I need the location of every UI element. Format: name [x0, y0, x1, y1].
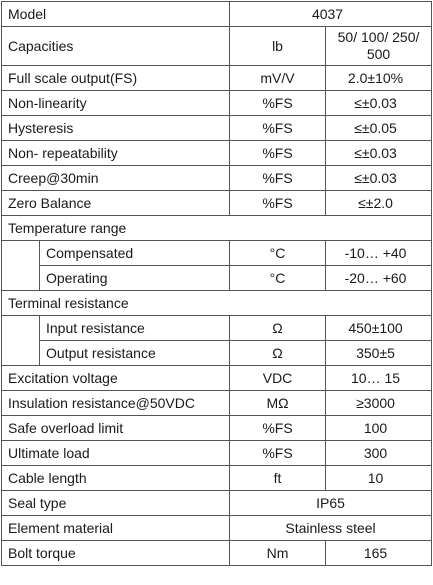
param-value: -10… +40	[325, 240, 433, 266]
spec-table: Model 4037 Capacities lb 50/ 100/ 250/ 5…	[0, 1, 433, 566]
row-non-linearity: Non-linearity %FS ≤±0.03	[0, 90, 433, 116]
param-label: Ultimate load	[0, 440, 231, 466]
param-unit: %FS	[229, 440, 327, 466]
param-value: 165	[325, 540, 433, 566]
param-label: Bolt torque	[0, 540, 231, 566]
param-unit: mV/V	[229, 65, 327, 91]
param-unit: ft	[229, 465, 327, 491]
param-label: Full scale output(FS)	[0, 65, 231, 91]
param-value: Stainless steel	[229, 515, 433, 541]
param-unit: °C	[229, 265, 327, 291]
param-unit: Ω	[229, 340, 327, 366]
param-label: Safe overload limit	[0, 415, 231, 441]
param-value: ≥3000	[325, 390, 433, 416]
param-unit: Nm	[229, 540, 327, 566]
param-unit: %FS	[229, 190, 327, 216]
param-label: Input resistance	[38, 315, 231, 341]
row-hysteresis: Hysteresis %FS ≤±0.05	[0, 115, 433, 141]
row-ultimate-load: Ultimate load %FS 300	[0, 440, 433, 466]
param-unit: %FS	[229, 165, 327, 191]
param-value: 300	[325, 440, 433, 466]
row-creep: Creep@30min %FS ≤±0.03	[0, 165, 433, 191]
param-unit: %FS	[229, 115, 327, 141]
param-value: 4037	[229, 1, 433, 27]
row-terminal-resistance: Terminal resistance	[0, 290, 433, 316]
row-output-resistance: Output resistance Ω 350±5	[2, 340, 433, 366]
row-cable-length: Cable length ft 10	[0, 465, 433, 491]
param-unit: %FS	[229, 90, 327, 116]
param-value: 10	[325, 465, 433, 491]
row-element-material: Element material Stainless steel	[0, 515, 433, 541]
row-model: Model 4037	[0, 1, 433, 27]
param-label: Model	[0, 1, 231, 27]
param-value: ≤±0.03	[325, 90, 433, 116]
indent-spacer	[1, 315, 40, 366]
param-unit: MΩ	[229, 390, 327, 416]
row-insulation-resistance: Insulation resistance@50VDC MΩ ≥3000	[0, 390, 433, 416]
param-label: Excitation voltage	[0, 365, 231, 391]
param-label: Compensated	[38, 240, 231, 266]
param-unit: %FS	[229, 415, 327, 441]
section-header: Temperature range	[0, 215, 433, 241]
row-operating: Operating °C -20… +60	[2, 265, 433, 291]
param-value: ≤±2.0	[325, 190, 433, 216]
param-value: ≤±0.05	[325, 115, 433, 141]
row-seal-type: Seal type IP65	[0, 490, 433, 516]
param-value: 10… 15	[325, 365, 433, 391]
row-zero-balance: Zero Balance %FS ≤±2.0	[0, 190, 433, 216]
row-input-resistance: Input resistance Ω 450±100	[1, 315, 433, 366]
param-label: Seal type	[0, 490, 231, 516]
param-unit: °C	[229, 240, 327, 266]
row-compensated: Compensated °C -10… +40	[1, 240, 433, 291]
param-value: 2.0±10%	[325, 65, 433, 91]
row-excitation-voltage: Excitation voltage VDC 10… 15	[0, 365, 433, 391]
row-full-scale-output: Full scale output(FS) mV/V 2.0±10%	[0, 65, 433, 91]
row-non-repeatability: Non- repeatability %FS ≤±0.03	[0, 140, 433, 166]
param-value: 50/ 100/ 250/ 500	[325, 26, 433, 66]
param-value: ≤±0.03	[325, 140, 433, 166]
param-label: Zero Balance	[0, 190, 231, 216]
param-label: Operating	[38, 265, 231, 291]
param-label: Non-linearity	[0, 90, 231, 116]
param-value: 450±100	[325, 315, 433, 341]
param-label: Cable length	[0, 465, 231, 491]
indent-spacer	[1, 240, 40, 291]
param-value: ≤±0.03	[325, 165, 433, 191]
section-header: Terminal resistance	[0, 290, 433, 316]
param-label: Hysteresis	[0, 115, 231, 141]
row-safe-overload: Safe overload limit %FS 100	[0, 415, 433, 441]
param-value: -20… +60	[325, 265, 433, 291]
param-unit: Ω	[229, 315, 327, 341]
row-temperature-range: Temperature range	[0, 215, 433, 241]
param-unit: VDC	[229, 365, 327, 391]
row-bolt-torque: Bolt torque Nm 165	[0, 540, 433, 566]
param-label: Insulation resistance@50VDC	[0, 390, 231, 416]
param-value: IP65	[229, 490, 433, 516]
param-value: 350±5	[325, 340, 433, 366]
row-capacities: Capacities lb 50/ 100/ 250/ 500	[0, 26, 433, 66]
param-label: Non- repeatability	[0, 140, 231, 166]
param-label: Element material	[0, 515, 231, 541]
param-label: Creep@30min	[0, 165, 231, 191]
param-label: Output resistance	[38, 340, 231, 366]
param-unit: lb	[229, 26, 327, 66]
param-label: Capacities	[0, 26, 231, 66]
param-unit: %FS	[229, 140, 327, 166]
param-value: 100	[325, 415, 433, 441]
